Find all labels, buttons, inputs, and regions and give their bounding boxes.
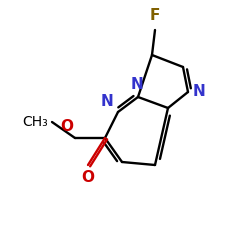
Text: F: F [150,8,160,23]
Text: O: O [82,170,94,185]
Text: N: N [193,84,206,100]
Text: N: N [100,94,113,109]
Text: CH₃: CH₃ [22,115,48,129]
Text: N: N [130,77,143,92]
Text: O: O [60,119,73,134]
